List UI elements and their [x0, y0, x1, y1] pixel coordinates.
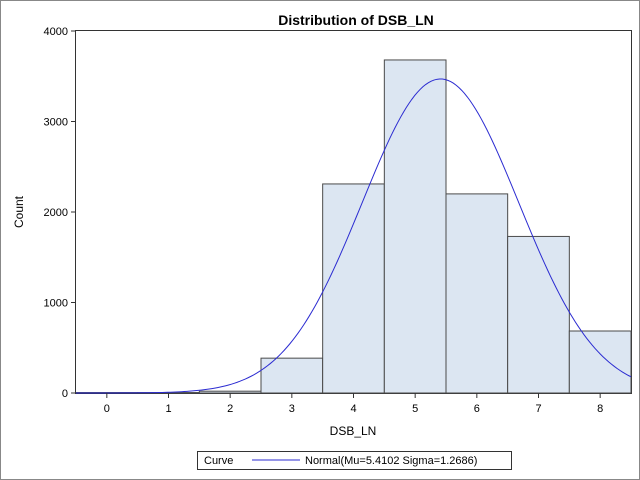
y-tick-label-1: 1000 [44, 298, 68, 310]
x-tick-label-0: 0 [104, 403, 110, 415]
y-axis-label: Count [12, 195, 26, 228]
histogram-bar-6 [445, 193, 509, 394]
normal-curve [76, 78, 632, 394]
x-tick-label-3: 3 [289, 403, 295, 415]
histogram-bar-5 [383, 59, 447, 394]
histogram-bar-7 [507, 235, 570, 394]
x-axis: 0 1 2 3 4 5 6 7 8 [104, 393, 603, 415]
legend-box [197, 451, 512, 470]
y-tick-label-2: 2000 [44, 207, 68, 219]
x-tick-label-6: 6 [474, 403, 480, 415]
legend-title: Curve [204, 455, 233, 467]
x-tick-label-5: 5 [412, 403, 418, 415]
x-tick-label-2: 2 [227, 403, 233, 415]
y-tick-label-3: 3000 [44, 117, 68, 129]
chart-title: Distribution of DSB_LN [278, 12, 434, 28]
x-tick-label-7: 7 [535, 403, 541, 415]
histogram-bar-3 [260, 357, 324, 394]
legend-entry-label: Normal(Mu=5.4102 Sigma=1.2686) [305, 455, 477, 467]
y-tick-label-0: 0 [62, 388, 68, 400]
y-tick-label-4: 4000 [44, 26, 68, 38]
x-tick-label-8: 8 [597, 403, 603, 415]
legend: Curve Normal(Mu=5.4102 Sigma=1.2686) [197, 451, 512, 470]
y-axis: 0 1000 2000 3000 4000 [44, 26, 76, 400]
histogram-bar-4 [322, 183, 385, 394]
x-axis-label: DSB_LN [330, 424, 377, 438]
histogram-bar-2 [198, 390, 262, 394]
histogram-bar-8 [568, 330, 632, 394]
x-tick-label-1: 1 [165, 403, 171, 415]
normal-curve-group [76, 78, 632, 394]
bars-group [75, 59, 632, 394]
x-tick-label-4: 4 [350, 403, 356, 415]
